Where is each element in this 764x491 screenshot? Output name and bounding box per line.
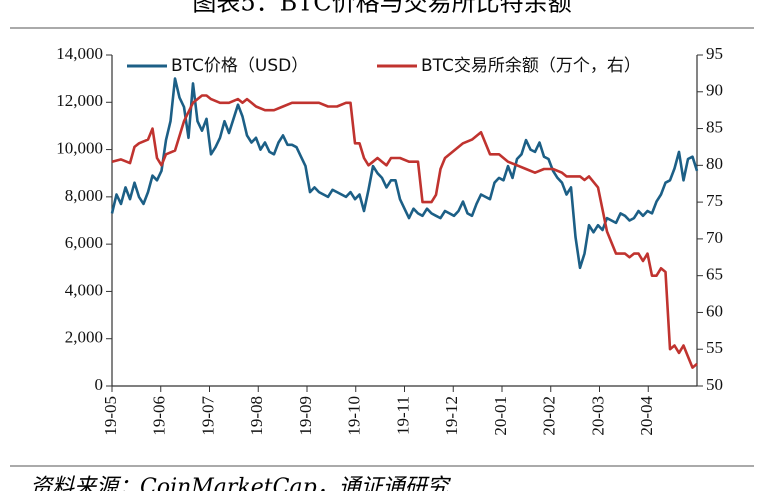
source-note: 资料来源：CoinMarketCap，通证通研究 [30,475,452,491]
x-tick-label: 19-05 [101,396,120,436]
y-right-tick-label: 70 [706,228,723,247]
y-left-tick-label: 10,000 [56,138,103,157]
plot-area: 0 2,000 4,000 6,000 8,000 10,000 12,000 14,000 5… [56,44,723,436]
x-tick-label: 19-09 [296,396,315,436]
legend: BTC价格（USD） BTC交易所余额（万个，右） [127,56,641,76]
y-left-tick-label: 8,000 [65,186,103,205]
x-tick-label: 19-11 [393,396,412,435]
series-line-balance [111,94,698,369]
y-right-tick-label: 55 [706,338,723,357]
y-left-tick-label: 6,000 [65,233,103,252]
x-tick-label: 20-03 [588,396,607,436]
y-left-tick-label: 14,000 [56,44,103,63]
y-right-tick-label: 80 [706,154,723,173]
y-left-tick-label: 0 [95,375,104,394]
y-right-tick-label: 90 [706,81,723,100]
x-tick-label: 20-01 [491,396,510,436]
x-tick-label: 19-12 [442,396,461,436]
legend-label-price: BTC价格（USD） [171,56,308,76]
y-right-tick-label: 85 [706,117,723,136]
x-tick-label: 19-07 [198,396,217,436]
y-left-tick-label: 12,000 [56,91,103,110]
figure-title: 图表5：BTC价格与交易所比特余额 [192,0,571,17]
series-line-price [110,77,699,270]
x-tick-label: 20-02 [540,396,559,436]
x-tick-label: 20-04 [637,396,656,436]
y-right-tick-label: 60 [706,301,723,320]
y-right-tick-label: 50 [706,375,723,394]
legend-label-balance: BTC交易所余额（万个，右） [421,56,641,76]
x-tick-label: 19-06 [150,396,169,436]
y-left-tick-label: 2,000 [65,328,103,347]
y-right-tick-label: 75 [706,191,723,210]
x-tick-label: 19-10 [345,396,364,436]
y-right-tick-label: 95 [706,44,723,63]
x-tick-label: 19-08 [247,396,266,436]
y-left-tick-label: 4,000 [65,280,103,299]
y-right-tick-label: 65 [706,265,723,284]
